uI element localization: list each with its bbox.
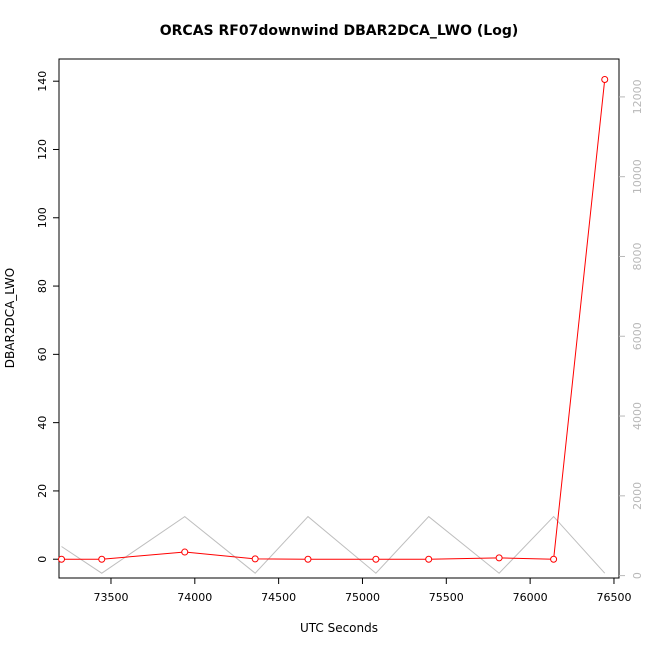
y-tick-label: 100 xyxy=(36,207,49,228)
y-tick-label: 60 xyxy=(36,347,49,361)
data-point xyxy=(251,555,259,563)
x-tick-label: 74000 xyxy=(177,591,212,604)
x-axis-label: UTC Seconds xyxy=(300,621,378,635)
y-tick-label: 0 xyxy=(36,556,49,563)
data-point xyxy=(495,554,503,562)
series-layer xyxy=(58,75,609,574)
data-point xyxy=(550,555,558,563)
plot-frame xyxy=(58,58,620,579)
x-axis: 73500 74000 74500 75000 75500 76000 76500 xyxy=(93,578,631,604)
y-axis-right: 0 2000 4000 6000 8000 10000 12000 xyxy=(619,79,644,579)
chart-title: ORCAS RF07downwind DBAR2DCA_LWO (Log) xyxy=(160,23,519,39)
x-tick-label: 75000 xyxy=(345,591,380,604)
y-tick-label: 140 xyxy=(36,71,49,92)
data-point xyxy=(425,555,433,563)
data-point xyxy=(601,75,609,83)
y2-tick-label: 6000 xyxy=(631,322,644,350)
x-tick-label: 76000 xyxy=(513,591,548,604)
x-tick-label: 73500 xyxy=(93,591,128,604)
y-tick-label: 80 xyxy=(36,279,49,293)
y2-tick-label: 8000 xyxy=(631,242,644,270)
y2-tick-label: 12000 xyxy=(631,79,644,114)
x-tick-label: 75500 xyxy=(429,591,464,604)
data-point xyxy=(372,555,380,563)
y2-tick-label: 2000 xyxy=(631,482,644,510)
data-point xyxy=(181,548,189,556)
y-axis-left: 0 20 40 60 80 100 120 140 xyxy=(36,71,59,563)
y-axis-label: DBAR2DCA_LWO xyxy=(3,268,17,368)
series-line-right xyxy=(61,515,606,574)
y-tick-label: 40 xyxy=(36,416,49,430)
y-tick-label: 120 xyxy=(36,139,49,160)
data-point xyxy=(304,555,312,563)
data-point xyxy=(58,555,66,563)
x-tick-label: 76500 xyxy=(596,591,631,604)
x-tick-label: 74500 xyxy=(261,591,296,604)
y2-tick-label: 4000 xyxy=(631,402,644,430)
y-tick-label: 20 xyxy=(36,484,49,498)
y2-tick-label: 0 xyxy=(631,572,644,579)
data-point xyxy=(98,555,106,563)
y2-tick-label: 10000 xyxy=(631,159,644,194)
series-line-left xyxy=(61,79,606,560)
